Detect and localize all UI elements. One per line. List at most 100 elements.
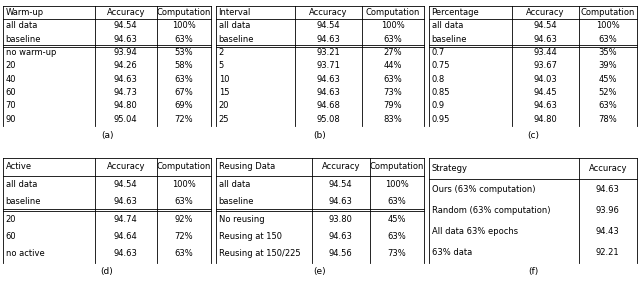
Text: 94.63: 94.63 bbox=[114, 75, 138, 84]
Text: 94.73: 94.73 bbox=[114, 88, 138, 97]
Text: 94.45: 94.45 bbox=[534, 88, 557, 97]
Text: 0.9: 0.9 bbox=[431, 101, 445, 110]
Text: 63%: 63% bbox=[175, 197, 193, 206]
Text: 94.54: 94.54 bbox=[114, 21, 138, 30]
Text: 60: 60 bbox=[6, 232, 16, 241]
Text: 0.85: 0.85 bbox=[431, 88, 450, 97]
Text: 63%: 63% bbox=[175, 35, 193, 44]
Text: 10: 10 bbox=[219, 75, 229, 84]
Text: 40: 40 bbox=[6, 75, 16, 84]
Text: 94.63: 94.63 bbox=[114, 35, 138, 44]
Text: 94.80: 94.80 bbox=[534, 115, 557, 124]
Text: Accuracy: Accuracy bbox=[588, 164, 627, 173]
Text: 63%: 63% bbox=[387, 197, 406, 206]
Text: 15: 15 bbox=[219, 88, 229, 97]
Text: 93.44: 93.44 bbox=[534, 48, 557, 57]
Text: 78%: 78% bbox=[598, 115, 617, 124]
Text: 93.80: 93.80 bbox=[329, 215, 353, 224]
Text: 53%: 53% bbox=[175, 48, 193, 57]
Text: 94.68: 94.68 bbox=[316, 101, 340, 110]
Text: 44%: 44% bbox=[383, 61, 402, 70]
Text: 5: 5 bbox=[219, 61, 224, 70]
Text: Accuracy: Accuracy bbox=[526, 8, 564, 17]
Text: 94.63: 94.63 bbox=[114, 249, 138, 258]
Text: (f): (f) bbox=[528, 267, 538, 276]
Text: 20: 20 bbox=[6, 61, 16, 70]
Text: 94.63: 94.63 bbox=[596, 185, 620, 194]
Text: 63% data: 63% data bbox=[431, 248, 472, 257]
Text: all data: all data bbox=[219, 21, 250, 30]
Text: 0.95: 0.95 bbox=[431, 115, 450, 124]
Text: Accuracy: Accuracy bbox=[309, 8, 348, 17]
Text: Accuracy: Accuracy bbox=[106, 8, 145, 17]
Text: 93.21: 93.21 bbox=[316, 48, 340, 57]
Text: baseline: baseline bbox=[219, 197, 254, 206]
Text: Computation: Computation bbox=[157, 162, 211, 171]
Text: All data 63% epochs: All data 63% epochs bbox=[431, 227, 518, 236]
Text: 93.67: 93.67 bbox=[533, 61, 557, 70]
Text: Active: Active bbox=[6, 162, 32, 171]
Text: No reusing: No reusing bbox=[219, 215, 264, 224]
Text: 63%: 63% bbox=[175, 249, 193, 258]
Text: Strategy: Strategy bbox=[431, 164, 467, 173]
Text: Accuracy: Accuracy bbox=[106, 162, 145, 171]
Text: 70: 70 bbox=[6, 101, 16, 110]
Text: 69%: 69% bbox=[175, 101, 193, 110]
Text: 94.63: 94.63 bbox=[316, 88, 340, 97]
Text: baseline: baseline bbox=[6, 197, 41, 206]
Text: 60: 60 bbox=[6, 88, 16, 97]
Text: all data: all data bbox=[431, 21, 463, 30]
Text: 94.54: 94.54 bbox=[329, 180, 353, 189]
Text: 39%: 39% bbox=[598, 61, 617, 70]
Text: 83%: 83% bbox=[383, 115, 402, 124]
Text: Accuracy: Accuracy bbox=[321, 162, 360, 171]
Text: all data: all data bbox=[219, 180, 250, 189]
Text: Ours (63% computation): Ours (63% computation) bbox=[431, 185, 535, 194]
Text: 25: 25 bbox=[219, 115, 229, 124]
Text: 93.71: 93.71 bbox=[316, 61, 340, 70]
Text: 72%: 72% bbox=[175, 232, 193, 241]
Text: 52%: 52% bbox=[598, 88, 617, 97]
Text: 94.64: 94.64 bbox=[114, 232, 138, 241]
Text: (b): (b) bbox=[314, 131, 326, 140]
Text: 2: 2 bbox=[219, 48, 224, 57]
Text: no active: no active bbox=[6, 249, 44, 258]
Text: 27%: 27% bbox=[383, 48, 402, 57]
Text: 35%: 35% bbox=[598, 48, 617, 57]
Text: no warm-up: no warm-up bbox=[6, 48, 56, 57]
Text: 92.21: 92.21 bbox=[596, 248, 620, 257]
Text: 45%: 45% bbox=[388, 215, 406, 224]
Text: 94.03: 94.03 bbox=[534, 75, 557, 84]
Text: 100%: 100% bbox=[596, 21, 620, 30]
Text: all data: all data bbox=[6, 180, 37, 189]
Text: 63%: 63% bbox=[383, 75, 402, 84]
Text: 93.96: 93.96 bbox=[596, 206, 620, 215]
Text: 67%: 67% bbox=[175, 88, 193, 97]
Text: 94.54: 94.54 bbox=[534, 21, 557, 30]
Text: 94.43: 94.43 bbox=[596, 227, 620, 236]
Text: Interval: Interval bbox=[219, 8, 251, 17]
Text: Percentage: Percentage bbox=[431, 8, 479, 17]
Text: 73%: 73% bbox=[383, 88, 402, 97]
Text: Reusing at 150/225: Reusing at 150/225 bbox=[219, 249, 300, 258]
Text: 94.63: 94.63 bbox=[316, 75, 340, 84]
Text: Computation: Computation bbox=[157, 8, 211, 17]
Text: 94.63: 94.63 bbox=[533, 35, 557, 44]
Text: 100%: 100% bbox=[385, 180, 409, 189]
Text: 94.63: 94.63 bbox=[114, 197, 138, 206]
Text: 95.08: 95.08 bbox=[316, 115, 340, 124]
Text: 95.04: 95.04 bbox=[114, 115, 138, 124]
Text: 94.63: 94.63 bbox=[316, 35, 340, 44]
Text: 45%: 45% bbox=[598, 75, 617, 84]
Text: 72%: 72% bbox=[175, 115, 193, 124]
Text: 90: 90 bbox=[6, 115, 16, 124]
Text: 63%: 63% bbox=[387, 232, 406, 241]
Text: Computation: Computation bbox=[365, 8, 420, 17]
Text: 63%: 63% bbox=[383, 35, 402, 44]
Text: Random (63% computation): Random (63% computation) bbox=[431, 206, 550, 215]
Text: 79%: 79% bbox=[383, 101, 402, 110]
Text: 63%: 63% bbox=[598, 101, 617, 110]
Text: (d): (d) bbox=[100, 267, 113, 276]
Text: 0.75: 0.75 bbox=[431, 61, 450, 70]
Text: Reusing Data: Reusing Data bbox=[219, 162, 275, 171]
